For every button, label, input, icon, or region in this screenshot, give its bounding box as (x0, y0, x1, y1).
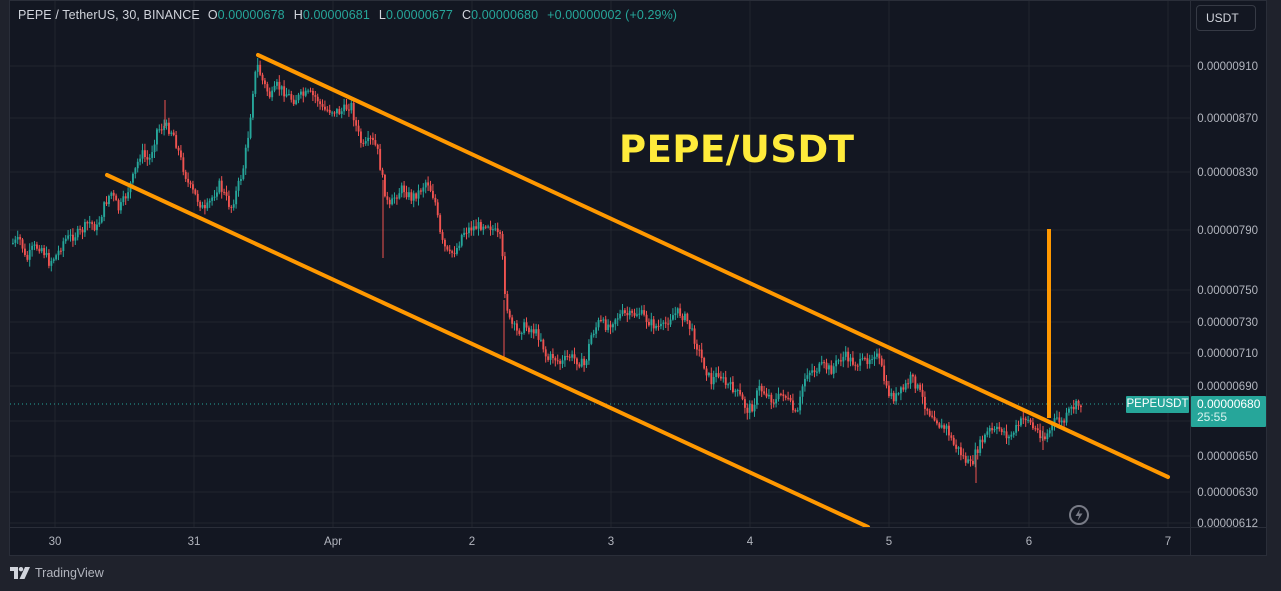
chart-frame (9, 0, 1267, 556)
time-tick-label: 30 (48, 536, 62, 548)
candlestick-chart[interactable] (10, 1, 1190, 527)
time-tick-label: 31 (187, 536, 201, 548)
open-value: 0.00000678 (217, 8, 285, 22)
time-tick-label: Apr (324, 536, 342, 548)
price-tick-label: 0.00000910 (1197, 61, 1258, 73)
tradingview-logo[interactable]: TradingView (10, 566, 104, 580)
price-tick-label: 0.00000790 (1197, 225, 1258, 237)
last-price-value: 0.00000680 (1197, 397, 1261, 411)
price-tick-label: 0.00000650 (1197, 451, 1258, 463)
time-axis-labels: 30 31 Apr 2 3 4 5 6 7 (10, 528, 1190, 556)
chart-annotation-title: PEPE/USDT (619, 128, 855, 171)
close-value: 0.00000680 (471, 8, 539, 22)
time-tick-label: 5 (885, 536, 893, 548)
axis-corner (1190, 528, 1267, 556)
symbol-price-tag: PEPEUSDT (1126, 396, 1189, 413)
tradingview-logo-icon (10, 567, 30, 579)
price-axis[interactable] (1190, 1, 1267, 527)
price-tick-label: 0.00000630 (1197, 487, 1258, 499)
time-tick-label: 3 (607, 536, 615, 548)
ohlc-legend: PEPE / TetherUS, 30, BINANCE O0.00000678 H… (18, 8, 678, 22)
chart-plot-area[interactable] (10, 1, 1190, 527)
high-value: 0.00000681 (302, 8, 370, 22)
time-axis[interactable]: 30 31 Apr 2 3 4 5 6 7 (10, 527, 1266, 556)
price-tick-label: 0.00000710 (1197, 348, 1258, 360)
price-tick-label: 0.00000830 (1197, 167, 1258, 179)
low-value: 0.00000677 (385, 8, 453, 22)
time-tick-label: 2 (468, 536, 476, 548)
price-tick-label: 0.00000730 (1197, 317, 1258, 329)
currency-button[interactable]: USDT (1196, 5, 1256, 31)
last-price-tag: 0.00000680 25:55 (1191, 396, 1266, 427)
price-tick-label: 0.00000750 (1197, 285, 1258, 297)
bar-countdown: 25:55 (1197, 410, 1228, 424)
price-axis-labels: 0.00000910 0.00000870 0.00000830 0.00000790… (1190, 1, 1266, 530)
tradingview-wordmark: TradingView (35, 566, 104, 580)
price-tick-label: 0.00000690 (1197, 381, 1258, 393)
time-tick-label: 4 (746, 536, 754, 548)
lightning-icon-button[interactable] (1069, 505, 1089, 525)
change-value: +0.00000002 (+0.29%) (547, 8, 678, 22)
price-tick-label: 0.00000870 (1197, 113, 1258, 125)
time-tick-label: 7 (1164, 536, 1172, 548)
symbol-label[interactable]: PEPE / TetherUS, 30, BINANCE (18, 8, 200, 22)
lightning-icon (1075, 509, 1083, 521)
time-tick-label: 6 (1025, 536, 1033, 548)
